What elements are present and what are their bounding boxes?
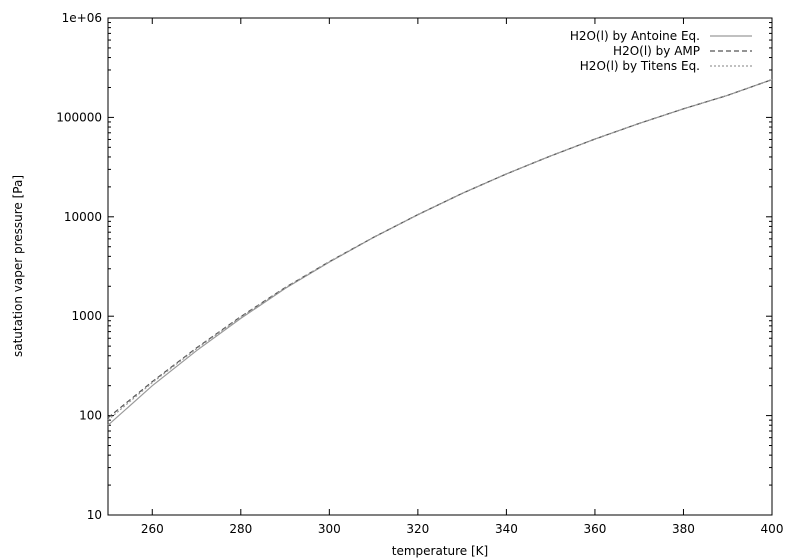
y-tick-label: 100000 <box>56 110 102 124</box>
plot-frame <box>107 17 773 516</box>
series-layer <box>107 79 773 426</box>
series-line-2 <box>107 79 773 419</box>
y-tick-label: 10 <box>87 508 102 522</box>
x-tick-label: 400 <box>761 522 784 536</box>
x-tick-label: 260 <box>141 522 164 536</box>
y-tick-label: 100 <box>79 409 102 423</box>
series-line-1 <box>107 79 773 426</box>
legend-label: H2O(l) by Titens Eq. <box>580 59 700 73</box>
legend: H2O(l) by Antoine Eq.H2O(l) by AMPH2O(l)… <box>570 29 752 73</box>
x-tick-label: 360 <box>583 522 606 536</box>
legend-label: H2O(l) by AMP <box>613 44 700 58</box>
series-line-3 <box>107 79 773 421</box>
y-axis-label: satutation vaper pressure [Pa] <box>11 175 25 357</box>
x-axis-label: temperature [K] <box>392 544 488 558</box>
legend-label: H2O(l) by Antoine Eq. <box>570 29 700 43</box>
x-tick-label: 320 <box>406 522 429 536</box>
x-tick-label: 280 <box>229 522 252 536</box>
x-tick-label: 380 <box>672 522 695 536</box>
y-tick-label: 1000 <box>71 309 102 323</box>
x-tick-label: 340 <box>495 522 518 536</box>
x-axis: 260 280 300 320 340 360 380 400 <box>141 18 784 536</box>
y-axis: 10 100 1000 10000 100000 1e+06 <box>56 11 772 522</box>
y-tick-label: 1e+06 <box>62 11 102 25</box>
y-tick-label: 10000 <box>64 210 102 224</box>
x-tick-label: 300 <box>318 522 341 536</box>
